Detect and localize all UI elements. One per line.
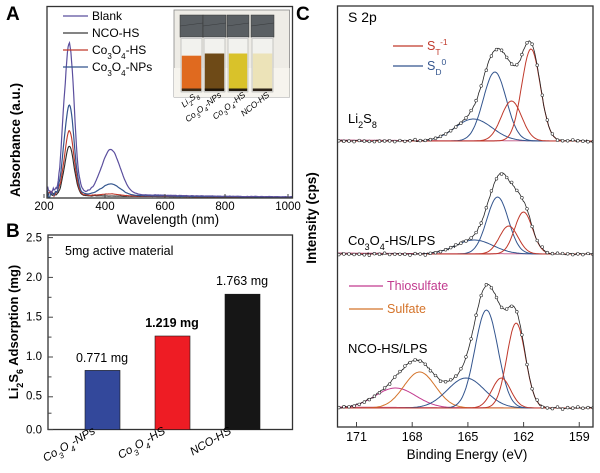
svg-text:C: C <box>296 4 310 25</box>
svg-text:1000: 1000 <box>275 201 301 213</box>
svg-text:Thiosulfate: Thiosulfate <box>387 279 448 293</box>
svg-text:S 2p: S 2p <box>348 9 377 25</box>
svg-text:Wavelength (nm): Wavelength (nm) <box>117 212 219 227</box>
svg-text:162: 162 <box>513 430 534 444</box>
svg-text:Co3O4-NPs: Co3O4-NPs <box>92 60 152 78</box>
svg-text:159: 159 <box>569 430 590 444</box>
svg-text:0.0: 0.0 <box>26 425 42 437</box>
svg-text:Binding Energy (eV): Binding Energy (eV) <box>407 447 528 462</box>
svg-text:Co3O4-HS: Co3O4-HS <box>92 43 146 61</box>
svg-text:0.771 mg: 0.771 mg <box>76 351 128 365</box>
svg-text:1.0: 1.0 <box>26 351 42 363</box>
svg-text:NCO-HS/LPS: NCO-HS/LPS <box>348 341 428 356</box>
svg-text:0.5: 0.5 <box>26 391 42 403</box>
svg-text:171: 171 <box>346 430 367 444</box>
svg-text:ST-1: ST-1 <box>427 37 448 57</box>
svg-text:1.763 mg: 1.763 mg <box>216 274 268 288</box>
svg-text:1.5: 1.5 <box>26 311 42 323</box>
svg-text:400: 400 <box>95 201 114 213</box>
svg-text:2.5: 2.5 <box>26 233 42 245</box>
svg-text:Li2S8: Li2S8 <box>348 111 377 130</box>
svg-text:Co3O4-NPs: Co3O4-NPs <box>41 425 99 468</box>
svg-text:1.219 mg: 1.219 mg <box>145 316 199 330</box>
svg-text:Blank: Blank <box>92 9 123 23</box>
svg-text:Intensity (cps): Intensity (cps) <box>304 172 319 264</box>
svg-text:200: 200 <box>34 201 53 213</box>
svg-text:NCO-HS: NCO-HS <box>92 26 139 40</box>
svg-text:B: B <box>6 221 20 242</box>
svg-text:Sulfate: Sulfate <box>387 302 426 316</box>
svg-text:SD0: SD0 <box>427 57 446 77</box>
svg-text:Absorbance (a.u.): Absorbance (a.u.) <box>8 83 23 197</box>
svg-text:Co3O4-HS/LPS: Co3O4-HS/LPS <box>348 233 436 252</box>
svg-text:165: 165 <box>457 430 478 444</box>
svg-text:2.0: 2.0 <box>26 272 42 284</box>
svg-text:A: A <box>6 4 20 25</box>
svg-text:168: 168 <box>402 430 423 444</box>
svg-text:5mg active material: 5mg active material <box>65 244 173 258</box>
svg-text:Co3O4-HS: Co3O4-HS <box>116 425 169 465</box>
svg-text:Li2S6 Adsorption (mg): Li2S6 Adsorption (mg) <box>6 265 25 400</box>
